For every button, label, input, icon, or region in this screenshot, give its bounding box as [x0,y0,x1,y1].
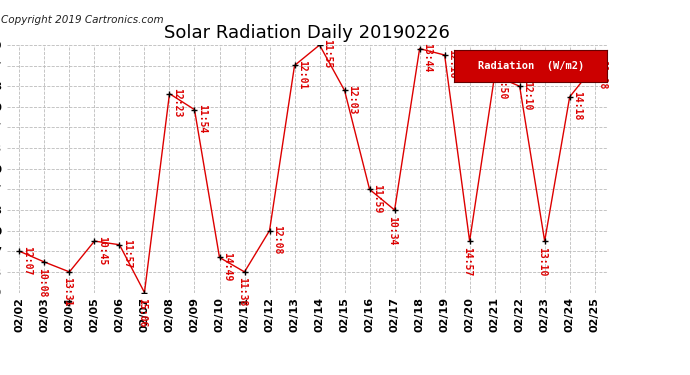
Text: 14:49: 14:49 [222,252,233,281]
Text: 10:08: 10:08 [37,268,47,297]
Text: 14:18: 14:18 [573,91,582,121]
Text: 15:06: 15:06 [137,298,147,327]
Text: Copyright 2019 Cartronics.com: Copyright 2019 Cartronics.com [1,15,164,25]
Text: 12:07: 12:07 [22,246,32,275]
Text: 13:44: 13:44 [422,43,433,72]
Text: 12:10: 12:10 [522,81,533,110]
Text: 11:55: 11:55 [322,39,333,69]
Text: 13:10: 13:10 [538,247,547,276]
Text: 11:57: 11:57 [122,239,132,268]
Text: 12:23: 12:23 [172,88,182,117]
Text: 11:08: 11:08 [598,60,607,89]
Text: 13:31: 13:31 [62,278,72,307]
Text: 11:54: 11:54 [197,104,207,134]
Text: 12:01: 12:01 [297,60,307,89]
Text: 12:03: 12:03 [347,85,357,114]
Title: Solar Radiation Daily 20190226: Solar Radiation Daily 20190226 [164,24,450,42]
Text: 12:16: 12:16 [447,50,457,79]
Text: 11:38: 11:38 [237,278,247,307]
Text: 10:34: 10:34 [387,216,397,245]
Text: 10:45: 10:45 [97,236,107,265]
Text: 14:57: 14:57 [462,247,473,276]
Text: 11:50: 11:50 [497,70,507,99]
Text: 12:08: 12:08 [273,225,282,255]
Text: 11:59: 11:59 [373,184,382,213]
